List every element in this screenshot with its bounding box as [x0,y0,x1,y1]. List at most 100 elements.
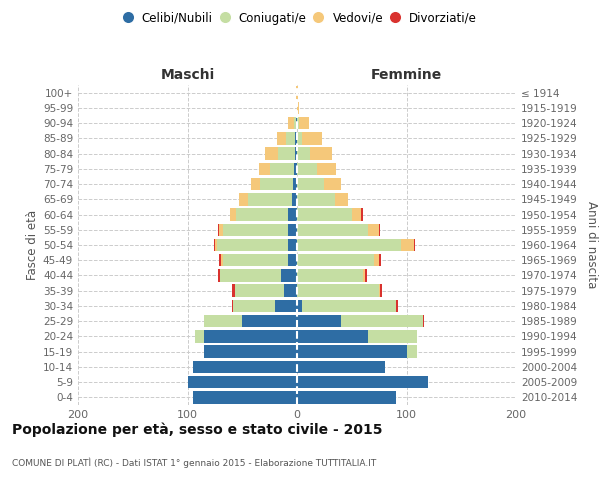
Bar [297,376,428,388]
Bar [288,239,297,251]
Bar [193,360,297,373]
Bar [278,148,295,160]
Bar [281,269,297,281]
Bar [296,86,297,99]
Bar [293,178,297,190]
Bar [423,315,424,328]
Bar [302,132,322,144]
Bar [297,269,363,281]
Bar [297,148,310,160]
Bar [259,162,269,175]
Bar [214,239,215,251]
Bar [297,239,401,251]
Bar [379,284,380,297]
Bar [295,132,297,144]
Text: Femmine: Femmine [371,68,442,82]
Bar [297,162,317,175]
Bar [223,224,288,236]
Bar [379,254,382,266]
Bar [297,102,299,114]
Bar [365,269,367,281]
Bar [361,208,363,221]
Bar [374,254,379,266]
Bar [296,117,297,130]
Bar [248,193,292,205]
Bar [297,300,302,312]
Bar [286,132,295,144]
Bar [297,86,298,99]
Bar [310,148,332,160]
Bar [299,117,309,130]
Bar [251,178,260,190]
Bar [223,254,288,266]
Bar [352,208,361,221]
Bar [269,162,294,175]
Bar [233,300,275,312]
Bar [297,330,368,342]
Bar [294,162,297,175]
Bar [341,315,423,328]
Bar [401,239,414,251]
Bar [288,117,294,130]
Bar [204,330,297,342]
Bar [232,284,235,297]
Bar [265,148,278,160]
Bar [187,376,297,388]
Bar [232,300,233,312]
Bar [317,162,337,175]
Bar [297,193,335,205]
Bar [368,330,418,342]
Bar [221,254,223,266]
Bar [325,178,341,190]
Bar [297,284,379,297]
Bar [288,224,297,236]
Legend: Celibi/Nubili, Coniugati/e, Vedovi/e, Divorziati/e: Celibi/Nubili, Coniugati/e, Vedovi/e, Di… [119,8,481,28]
Text: Maschi: Maschi [160,68,215,82]
Bar [284,284,297,297]
Bar [380,284,382,297]
Bar [235,284,284,297]
Bar [230,208,236,221]
Bar [368,224,379,236]
Bar [260,178,293,190]
Bar [302,300,395,312]
Y-axis label: Anni di nascita: Anni di nascita [586,202,598,288]
Y-axis label: Fasce di età: Fasce di età [26,210,39,280]
Bar [236,208,288,221]
Bar [297,224,368,236]
Bar [407,346,418,358]
Bar [297,346,407,358]
Bar [297,254,374,266]
Bar [275,300,297,312]
Bar [297,360,385,373]
Bar [297,117,299,130]
Bar [242,315,297,328]
Bar [215,239,217,251]
Bar [297,132,302,144]
Bar [395,300,398,312]
Bar [297,208,352,221]
Bar [335,193,349,205]
Bar [297,178,325,190]
Text: Popolazione per età, sesso e stato civile - 2015: Popolazione per età, sesso e stato civil… [12,422,383,437]
Bar [288,208,297,221]
Bar [195,330,204,342]
Bar [292,193,297,205]
Bar [219,224,223,236]
Bar [204,315,242,328]
Bar [277,132,286,144]
Bar [295,148,297,160]
Bar [218,269,220,281]
Bar [379,224,380,236]
Bar [219,254,221,266]
Bar [363,269,365,281]
Bar [218,224,219,236]
Bar [204,346,297,358]
Bar [297,391,395,404]
Bar [294,117,296,130]
Text: COMUNE DI PLATÌ (RC) - Dati ISTAT 1° gennaio 2015 - Elaborazione TUTTITALIA.IT: COMUNE DI PLATÌ (RC) - Dati ISTAT 1° gen… [12,458,376,468]
Bar [239,193,248,205]
Bar [297,315,341,328]
Bar [220,269,281,281]
Bar [193,391,297,404]
